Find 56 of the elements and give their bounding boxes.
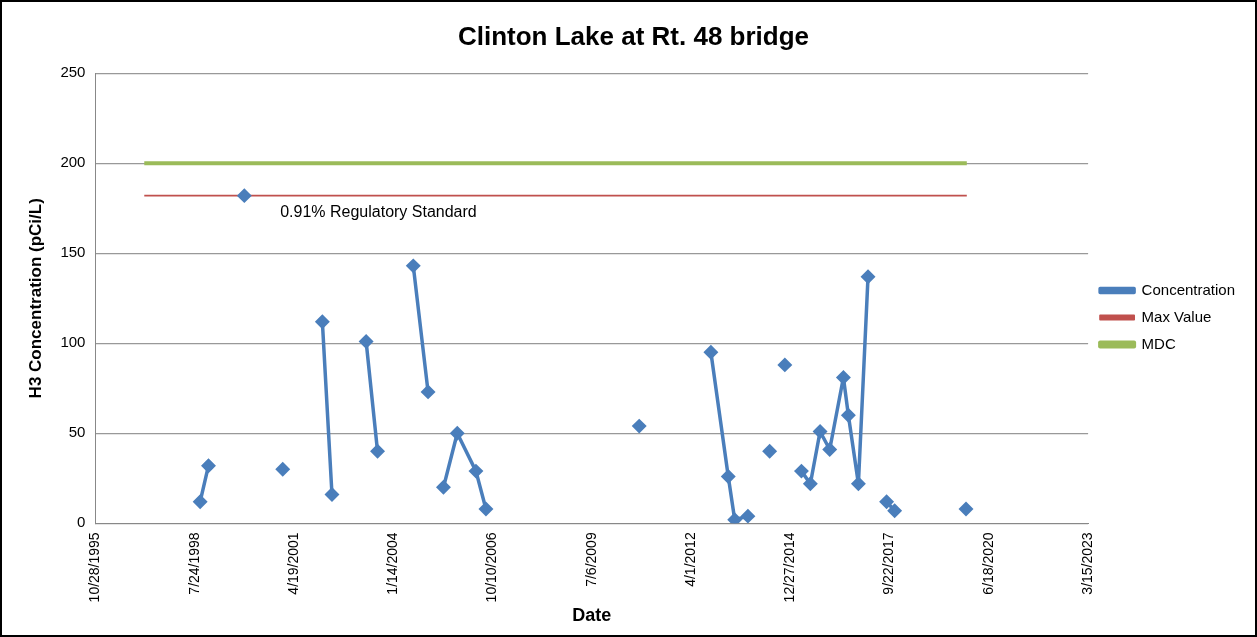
point: [959, 502, 973, 516]
legend-label: MDC: [1141, 334, 1176, 352]
point: [803, 476, 818, 491]
x-tick-label: 7/24/1998: [185, 532, 202, 595]
point: [741, 509, 755, 523]
chart-title: Clinton Lake at Rt. 48 bridge: [457, 20, 810, 51]
point: [887, 503, 902, 518]
legend-label: Concentration: [1141, 280, 1236, 298]
point: [704, 345, 718, 360]
x-tick-label: 1/14/2004: [384, 532, 401, 595]
point: [276, 462, 290, 477]
point: [841, 408, 856, 423]
point: [778, 358, 792, 372]
x-tick-label: 4/19/2001: [284, 532, 301, 595]
x-tick-label: 9/22/2017: [880, 532, 897, 595]
point: [469, 464, 483, 478]
point: [721, 469, 736, 484]
point: [421, 385, 435, 399]
y-tick-label: 200: [60, 153, 86, 171]
x-tick-label: 4/1/2012: [681, 532, 698, 587]
point: [836, 370, 851, 385]
point: [201, 458, 216, 473]
point: [762, 444, 777, 459]
point: [879, 494, 894, 509]
y-tick-label: 250: [60, 63, 86, 81]
y-axis-title: H3 Concentration (pCi/L): [25, 198, 45, 399]
point: [727, 512, 742, 524]
point: [794, 464, 809, 478]
point: [450, 426, 465, 441]
point: [325, 487, 339, 502]
point: [193, 494, 207, 509]
y-tick-label: 0: [77, 513, 86, 531]
point: [813, 424, 827, 439]
y-tick-label: 150: [60, 243, 86, 261]
y-tick-label: 50: [68, 423, 86, 441]
legend-label: Max Value: [1141, 307, 1212, 325]
annotation: 0.91% Regulatory Standard: [280, 203, 477, 221]
point: [237, 188, 252, 203]
x-tick-label: 6/18/2020: [979, 532, 996, 595]
x-tick-label: 12/27/2014: [781, 532, 798, 603]
x-tick-label: 10/10/2006: [483, 532, 500, 603]
y-tick-label: 100: [60, 333, 86, 351]
point: [436, 480, 451, 495]
point: [861, 269, 875, 284]
point: [632, 419, 646, 433]
point: [822, 442, 837, 457]
point: [406, 259, 421, 273]
point: [315, 314, 330, 329]
x-tick-label: 7/6/2009: [582, 532, 599, 587]
point: [359, 334, 373, 349]
x-tick-label: 10/28/1995: [86, 532, 103, 603]
point: [851, 476, 866, 491]
point: [370, 444, 385, 459]
point: [479, 502, 493, 516]
x-tick-label: 3/15/2023: [1078, 532, 1095, 595]
x-axis-title: Date: [572, 605, 612, 626]
